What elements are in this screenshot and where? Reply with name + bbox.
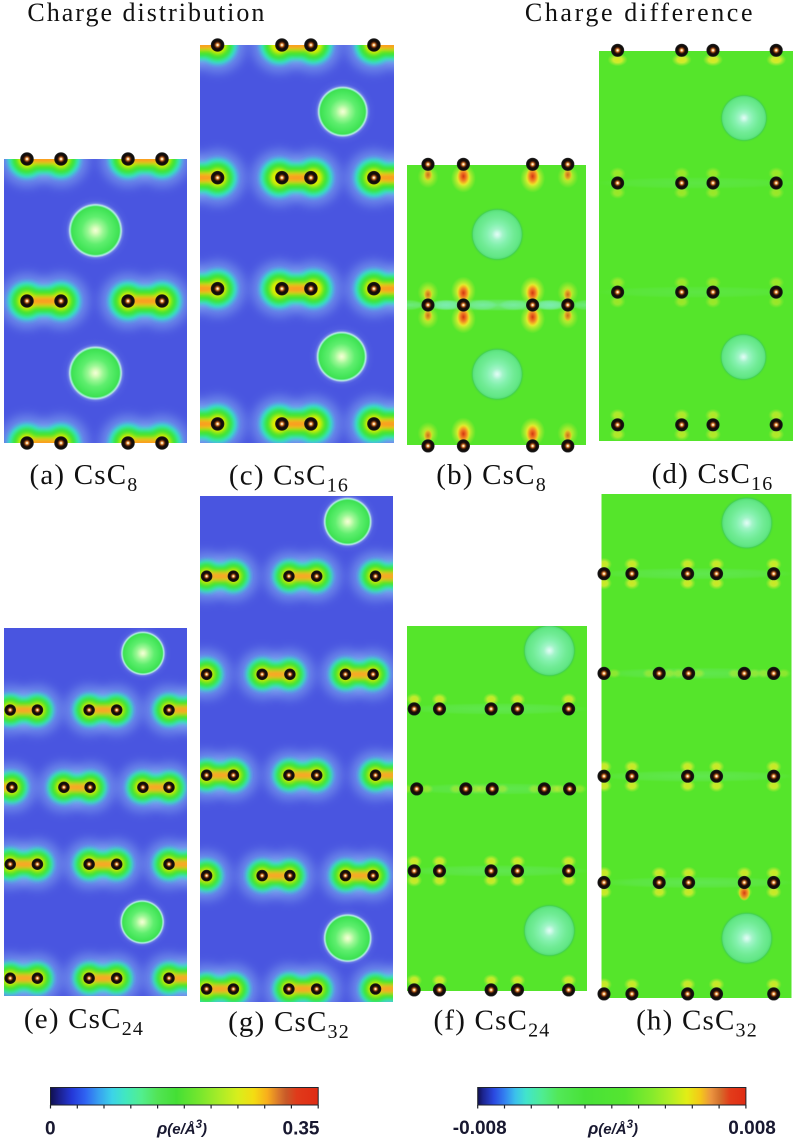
svg-text:Charge difference: Charge difference xyxy=(525,0,755,27)
svg-text:0: 0 xyxy=(45,1119,56,1140)
svg-text:(b) CsC8: (b) CsC8 xyxy=(436,459,547,496)
svg-text:-0.008: -0.008 xyxy=(453,1118,507,1139)
svg-text:0.35: 0.35 xyxy=(283,1119,320,1140)
svg-text:0.008: 0.008 xyxy=(728,1118,776,1139)
svg-text:Charge distribution: Charge distribution xyxy=(27,0,266,27)
svg-text:ρ(e/Å3): ρ(e/Å3) xyxy=(156,1119,207,1138)
svg-text:(a) CsC8: (a) CsC8 xyxy=(29,459,138,496)
svg-text:ρ(e/Å3): ρ(e/Å3) xyxy=(587,1119,638,1138)
